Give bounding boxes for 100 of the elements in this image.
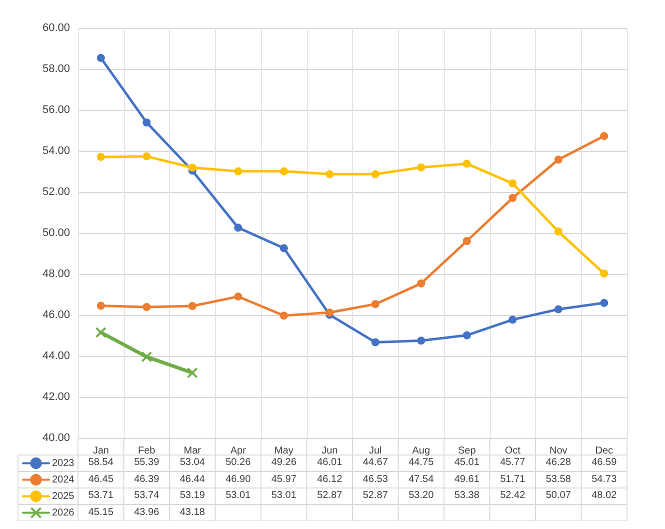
y-tick-label: 48.00: [42, 268, 70, 280]
point: [417, 163, 426, 172]
data-label: 53.71: [87, 489, 114, 503]
point: [371, 300, 380, 308]
data-label: 58.54: [87, 456, 114, 470]
y-tick-label: 56.00: [42, 104, 70, 116]
x-tick-label: Aug: [412, 446, 430, 456]
data-label: 46.90: [224, 472, 252, 486]
data-label: 53.04: [178, 456, 206, 470]
point: [95, 326, 106, 338]
x-tick-label: Oct: [504, 446, 521, 456]
data-label: 52.87: [362, 489, 389, 503]
data-label: 44.75: [408, 456, 435, 470]
point: [280, 312, 288, 320]
y-tick-label: 40.00: [42, 432, 70, 444]
point: [417, 336, 426, 345]
data-label: 45.15: [87, 506, 114, 520]
point: [142, 152, 151, 160]
point: [186, 367, 198, 378]
point: [417, 279, 426, 288]
point: [234, 224, 242, 232]
data-label: 55.39: [133, 456, 160, 470]
point: [96, 302, 105, 310]
point: [142, 118, 151, 127]
point: [508, 316, 517, 324]
point: [188, 302, 196, 310]
point: [554, 156, 562, 164]
legend-label: 2023: [52, 458, 75, 469]
point: [600, 270, 608, 278]
x-tick-label: Nov: [549, 446, 568, 456]
data-label: 47.54: [408, 472, 435, 486]
y-tick-label: 50.00: [42, 227, 70, 239]
data-label: 46.59: [590, 456, 618, 470]
point: [600, 298, 608, 307]
data-label: 53.74: [133, 489, 160, 503]
data-label: 54.73: [590, 472, 618, 486]
point: [280, 167, 288, 176]
data-label: 45.77: [499, 456, 526, 470]
data-label: 46.39: [133, 472, 160, 486]
data-label: 49.61: [453, 472, 480, 486]
point: [462, 160, 471, 168]
y-tick-label: 54.00: [42, 145, 70, 157]
x-tick-label: Jan: [92, 446, 109, 456]
point: [234, 167, 242, 176]
x-tick-label: Dec: [595, 446, 614, 456]
point: [371, 338, 380, 346]
x-tick-label: May: [274, 446, 294, 456]
data-label: 53.01: [270, 489, 298, 503]
point: [508, 194, 517, 202]
point: [142, 303, 151, 312]
data-label: 46.28: [544, 456, 572, 470]
point: [554, 305, 562, 314]
data-label: 46.45: [87, 472, 114, 486]
point: [96, 152, 105, 161]
data-label: 46.01: [316, 456, 344, 470]
data-label: 53.20: [408, 489, 435, 503]
y-tick-label: 60.00: [42, 22, 70, 34]
data-label: 49.26: [270, 456, 298, 470]
point: [326, 170, 334, 178]
data-label: 52.87: [316, 489, 344, 503]
point: [188, 164, 196, 172]
x-tick-label: Apr: [230, 446, 247, 456]
y-tick-label: 52.00: [42, 186, 70, 198]
y-tick-label: 46.00: [42, 309, 70, 321]
point: [462, 236, 471, 245]
point: [141, 351, 152, 362]
data-label: 51.71: [499, 472, 526, 486]
y-tick-label: 44.00: [42, 350, 70, 362]
point: [280, 244, 288, 252]
point: [96, 54, 105, 62]
point: [234, 292, 242, 301]
legend-label: 2025: [52, 490, 75, 502]
data-label: 46.12: [316, 472, 344, 486]
data-label: 53.19: [178, 489, 206, 503]
point: [462, 331, 471, 340]
point: [508, 179, 517, 188]
data-label: 50.26: [224, 456, 252, 470]
point: [554, 228, 562, 236]
data-label: 52.42: [499, 489, 526, 503]
data-label: 46.53: [362, 472, 389, 486]
data-label: 53.38: [453, 489, 480, 503]
x-tick-label: Jun: [322, 446, 338, 456]
y-tick-label: 42.00: [42, 391, 70, 403]
y-tick-label: 58.00: [42, 63, 70, 75]
legend-label: 2026: [52, 507, 75, 518]
data-label: 44.67: [362, 456, 389, 470]
point: [600, 132, 608, 140]
point: [371, 170, 380, 178]
x-tick-label: Sep: [458, 446, 476, 456]
data-label: 53.01: [224, 489, 252, 503]
data-label: 45.97: [270, 472, 298, 486]
data-label: 50.07: [544, 489, 572, 503]
x-tick-label: Jul: [368, 446, 382, 456]
x-tick-label: Feb: [138, 446, 156, 456]
data-label: 43.96: [133, 506, 160, 520]
data-label: 45.01: [453, 456, 480, 470]
legend-label: 2024: [52, 474, 75, 486]
data-label: 43.18: [178, 506, 206, 520]
data-label: 53.58: [544, 472, 572, 486]
x-tick-label: Mar: [184, 446, 202, 456]
